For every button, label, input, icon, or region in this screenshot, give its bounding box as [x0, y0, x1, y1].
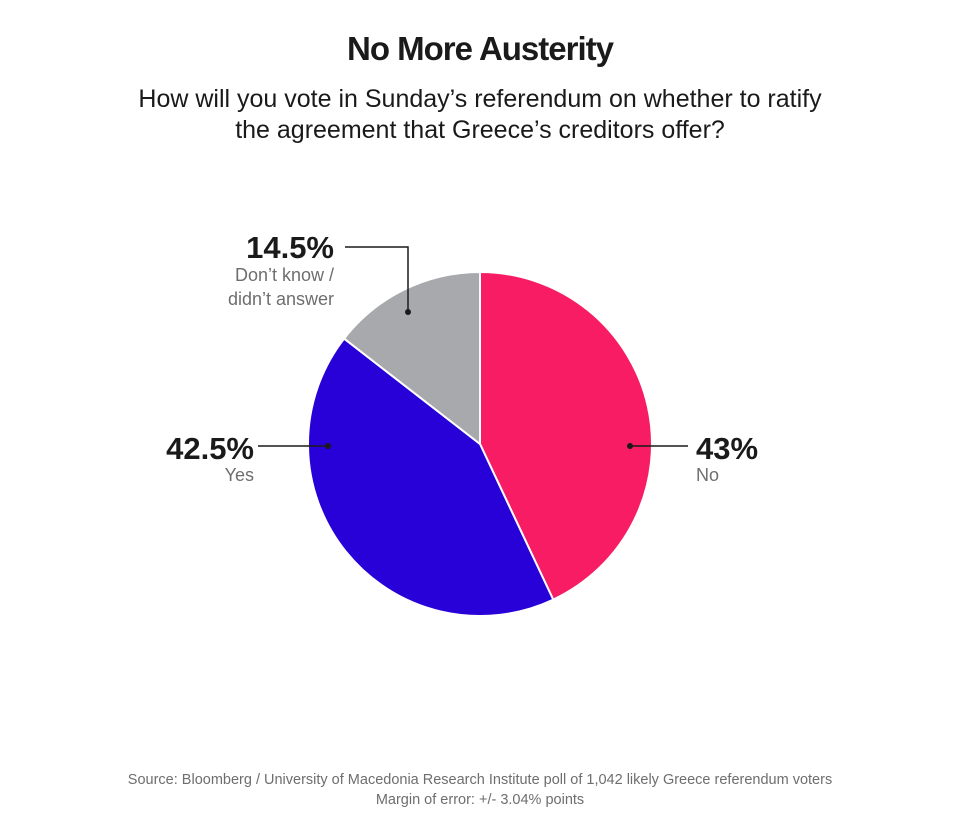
pie-slice-yes — [307, 337, 555, 617]
chart-subtitle: How will you vote in Sunday’s referendum… — [0, 84, 960, 146]
category-label: didn’t answer — [228, 289, 334, 309]
leader-line — [345, 246, 409, 312]
category-label: No — [696, 465, 719, 485]
value-label: 42.5% — [166, 431, 254, 466]
category-label: Don’t know / — [235, 265, 334, 285]
leader-dot — [325, 443, 331, 449]
value-label: 43% — [696, 431, 758, 466]
pie-slice-dont-know — [342, 270, 481, 447]
source-note: Source: Bloomberg / University of Macedo… — [127, 772, 833, 788]
chart-title: No More Austerity — [347, 30, 614, 67]
margin-of-error-note: Margin of error: +/- 3.04% points — [375, 792, 585, 808]
subtitle-line: How will you vote in Sunday’s referendum… — [138, 85, 822, 113]
category-label: Yes — [225, 465, 254, 485]
leader-dot — [405, 309, 411, 315]
value-label: 14.5% — [246, 230, 334, 265]
pie-slice-no — [479, 270, 653, 601]
footer: Source: Bloomberg / University of Macedo… — [0, 770, 960, 810]
leader-dot — [627, 443, 633, 449]
subtitle-line: the agreement that Greece’s creditors of… — [235, 116, 725, 144]
